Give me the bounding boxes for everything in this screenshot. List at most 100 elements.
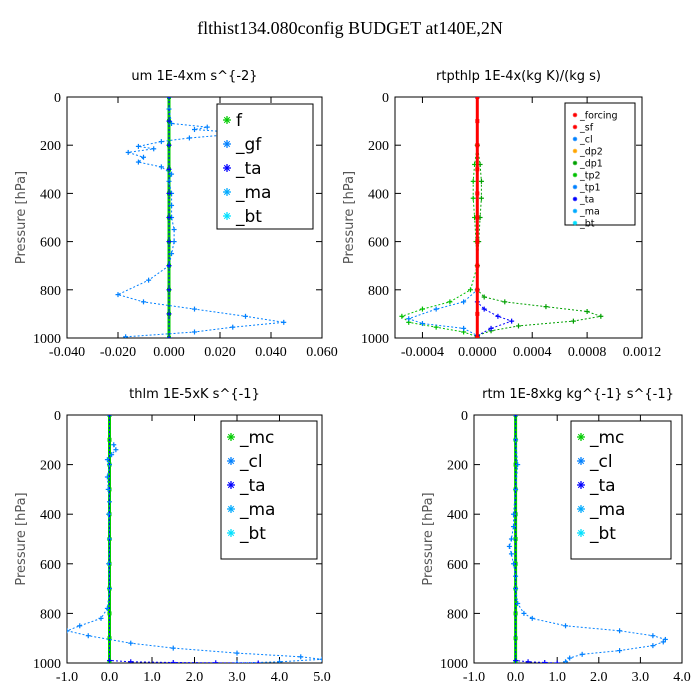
- legend-box: [216, 103, 314, 230]
- series-line: [116, 97, 284, 338]
- legend-label: _mc: [239, 428, 274, 448]
- data-point: [475, 119, 480, 124]
- data-point: [521, 610, 527, 616]
- legend-label: _dp2: [579, 146, 603, 157]
- legend-label: _forcing: [579, 110, 618, 121]
- y-tick-label: 0: [461, 409, 468, 424]
- plot-frame: [66, 96, 323, 339]
- data-point: [243, 313, 248, 319]
- panel-title: rtpthlp 1E-4x(kg K)/(kg s): [436, 69, 601, 84]
- data-point: [166, 239, 172, 245]
- data-point: [475, 239, 480, 244]
- data-point: [513, 658, 519, 663]
- legend-box: [570, 420, 672, 560]
- data-point: [128, 659, 134, 663]
- data-point: [85, 633, 91, 639]
- data-point: [106, 561, 112, 567]
- data-point: [584, 308, 590, 314]
- legend-bt-marker: [227, 529, 235, 537]
- data-point: [502, 299, 508, 305]
- series-tp2: [399, 97, 480, 338]
- data-point: [192, 127, 197, 133]
- legend: _mc _cl _ta _ma _bt: [220, 420, 318, 560]
- data-point: [128, 640, 134, 646]
- plot-area: [115, 97, 287, 338]
- data-point: [146, 277, 152, 283]
- data-point: [107, 415, 112, 418]
- legend-ta-marker: [223, 164, 231, 172]
- data-point: [166, 142, 172, 148]
- series-gf: [115, 97, 287, 338]
- data-point: [192, 306, 197, 312]
- series-line: [407, 97, 478, 337]
- data-point: [166, 215, 172, 220]
- data-point: [107, 611, 112, 616]
- data-point: [125, 149, 131, 155]
- data-point: [563, 659, 569, 663]
- data-point: [158, 139, 164, 145]
- data-point: [135, 143, 141, 149]
- x-tick-label: 0.020: [204, 345, 236, 360]
- series-tp1: [406, 97, 480, 338]
- data-point: [234, 660, 240, 663]
- data-point: [475, 287, 480, 292]
- data-point: [467, 287, 473, 293]
- x-tick-label: 0.0: [101, 670, 119, 685]
- data-point: [186, 135, 192, 141]
- data-point: [170, 660, 176, 663]
- y-tick-label: 200: [40, 459, 61, 474]
- series-ta: [474, 97, 515, 338]
- y-axis-label: Pressure [hPa]: [14, 171, 29, 264]
- y-axis-label: Pressure [hPa]: [14, 492, 29, 585]
- data-point: [513, 636, 518, 641]
- legend-cl-marker: [577, 457, 585, 465]
- legend-label: _ta: [239, 476, 266, 496]
- panel-rtm: rtm 1E-8xkg kg^{-1} s^{-1} Pressure [hPa]…: [421, 387, 691, 685]
- plot-frame: [473, 414, 683, 664]
- data-point: [508, 536, 514, 542]
- page-title: flthist134.080config BUDGET at140E,2N: [197, 18, 503, 38]
- data-point: [567, 655, 573, 661]
- legend-label: _bt: [235, 207, 262, 227]
- data-point: [660, 639, 666, 645]
- data-point: [475, 311, 480, 316]
- data-point: [470, 195, 476, 201]
- data-point: [475, 97, 480, 99]
- legend: _mc _cl _ta _ma _bt: [570, 420, 672, 560]
- data-point: [617, 648, 623, 654]
- x-tick-label: -0.0004: [401, 345, 444, 360]
- data-point: [570, 318, 576, 324]
- data-point: [107, 658, 112, 663]
- y-tick-label: 600: [368, 236, 389, 251]
- data-point: [192, 329, 197, 335]
- x-tick-label: -0.040: [49, 345, 85, 360]
- data-point: [475, 263, 480, 268]
- data-point: [511, 524, 517, 530]
- series-line: [109, 415, 259, 663]
- x-tick-label: 0.0012: [623, 345, 662, 360]
- data-point: [170, 645, 176, 651]
- data-point: [281, 319, 287, 325]
- data-point: [433, 306, 439, 312]
- x-tick-label: 0.040: [255, 345, 287, 360]
- y-tick-label: 800: [447, 607, 468, 622]
- data-point: [650, 633, 656, 639]
- data-point: [488, 325, 494, 331]
- legend-label: _ma: [239, 500, 275, 520]
- y-tick-label: 600: [40, 236, 61, 251]
- data-point: [166, 118, 172, 124]
- y-tick-label: 200: [40, 139, 61, 154]
- data-point: [319, 656, 322, 662]
- legend-ma-marker: [223, 188, 231, 196]
- y-tick-label: 200: [447, 459, 468, 474]
- data-point: [481, 294, 487, 300]
- data-point: [166, 335, 172, 338]
- data-point: [171, 239, 177, 245]
- series-line: [476, 97, 603, 337]
- data-point: [461, 325, 467, 331]
- data-point: [475, 191, 480, 196]
- data-point: [506, 543, 512, 549]
- legend: _forcing_sf_cl_dp2_dp1_tp2_tp1_ta_ma_bt: [564, 102, 636, 229]
- y-tick-label: 400: [40, 187, 61, 202]
- data-point: [508, 551, 514, 557]
